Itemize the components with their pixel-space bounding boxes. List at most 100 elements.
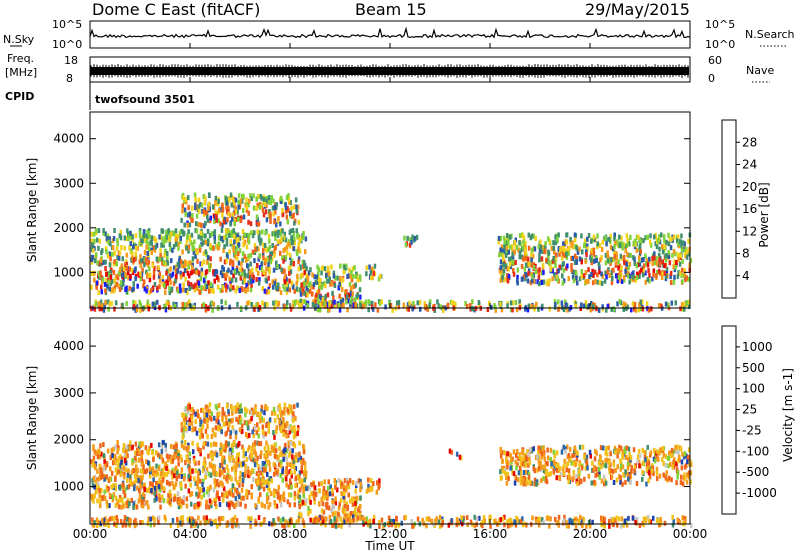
heatmap-cell (578, 276, 582, 282)
heatmap-cell (195, 285, 199, 291)
heatmap-cell (257, 433, 260, 439)
heatmap-cell (279, 228, 283, 234)
heatmap-cell (137, 445, 141, 451)
heatmap-cell (180, 440, 184, 446)
heatmap-cell (367, 483, 370, 489)
heatmap-cell (345, 289, 348, 295)
heatmap-cell (274, 235, 277, 241)
heatmap-cell (522, 256, 525, 262)
heatmap-cell (521, 479, 524, 485)
heatmap-cell (210, 442, 213, 448)
heatmap-cell (338, 293, 341, 299)
heatmap-cell (677, 454, 681, 460)
heatmap-cell (206, 441, 210, 447)
heatmap-cell (190, 205, 194, 211)
heatmap-cell (584, 270, 588, 275)
heatmap-cell (665, 266, 669, 272)
heatmap-cell (158, 465, 161, 471)
heatmap-cell (166, 251, 169, 256)
heatmap-cell (305, 285, 308, 291)
heatmap-cell (294, 483, 297, 489)
heatmap-cell (148, 289, 151, 295)
heatmap-cell (167, 301, 170, 307)
heatmap-cell (519, 471, 523, 476)
heatmap-cell (541, 517, 544, 523)
heatmap-cell (213, 415, 216, 421)
heatmap-cell (562, 444, 565, 450)
heatmap-cell (499, 247, 502, 253)
heatmap-cell (574, 270, 578, 276)
heatmap-cell (240, 267, 244, 273)
heatmap-cell (228, 197, 231, 203)
heatmap-cell (227, 422, 231, 427)
heatmap-cell (358, 274, 362, 280)
heatmap-cell (583, 454, 586, 460)
heatmap-cell (288, 429, 292, 435)
heatmap-cell (253, 230, 256, 236)
heatmap-cell (293, 428, 296, 434)
heatmap-cell (280, 459, 283, 465)
heatmap-cell (114, 274, 118, 280)
heatmap-cell (682, 475, 686, 481)
heatmap-cell (624, 302, 628, 308)
heatmap-cell (680, 474, 683, 480)
heatmap-cell (506, 303, 509, 309)
heatmap-cell (234, 496, 238, 502)
heatmap-cell (122, 489, 125, 495)
heatmap-cell (355, 512, 358, 518)
heatmap-cell (520, 276, 524, 282)
heatmap-cell (639, 302, 642, 308)
heatmap-cell (276, 239, 280, 245)
heatmap-cell (651, 256, 654, 261)
heatmap-cell (113, 278, 116, 284)
heatmap-cell (336, 275, 339, 281)
heatmap-cell (549, 471, 552, 477)
heatmap-cell (305, 266, 308, 272)
heatmap-cell (182, 195, 185, 201)
heatmap-cell (273, 410, 277, 416)
heatmap-cell (186, 271, 190, 276)
heatmap-cell (127, 468, 130, 474)
heatmap-cell (297, 234, 301, 240)
heatmap-cell (552, 245, 555, 251)
heatmap-cell (211, 307, 214, 313)
heatmap-cell (589, 307, 592, 313)
heatmap-cell (241, 423, 244, 429)
heatmap-cell (184, 416, 188, 422)
heatmap-cell (302, 230, 305, 236)
heatmap-cell (542, 465, 546, 471)
heatmap-cell (228, 249, 231, 255)
heatmap-cell (535, 301, 538, 307)
heatmap-cell (629, 277, 633, 282)
heatmap-cell (565, 462, 568, 468)
heatmap-cell (537, 306, 540, 312)
heatmap-cell (222, 497, 225, 503)
heatmap-cell (333, 283, 337, 288)
heatmap-cell (675, 480, 678, 486)
heatmap-cell (241, 428, 244, 434)
heatmap-cell (330, 264, 333, 270)
heatmap-cell (243, 420, 247, 426)
heatmap-cell (184, 261, 187, 267)
heatmap-cell (199, 230, 203, 236)
heatmap-cell (90, 306, 93, 312)
heatmap-cell (314, 492, 318, 497)
heatmap-cell (214, 210, 217, 216)
heatmap-cell (250, 276, 253, 281)
heatmap-cell (406, 235, 409, 241)
heatmap-cell (395, 300, 399, 306)
heatmap-cell (252, 477, 255, 483)
heatmap-cell (578, 460, 582, 466)
heatmap-cell (628, 452, 631, 457)
heatmap-cell (359, 512, 362, 518)
heatmap-cell (110, 279, 114, 284)
heatmap-cell (507, 476, 510, 482)
heatmap-cell (200, 222, 203, 228)
heatmap-cell (533, 481, 536, 487)
heatmap-cell (164, 290, 167, 296)
heatmap-cell (274, 468, 277, 474)
heatmap-cell (229, 260, 232, 266)
heatmap-cell (319, 307, 322, 313)
heatmap-cell (271, 279, 274, 285)
